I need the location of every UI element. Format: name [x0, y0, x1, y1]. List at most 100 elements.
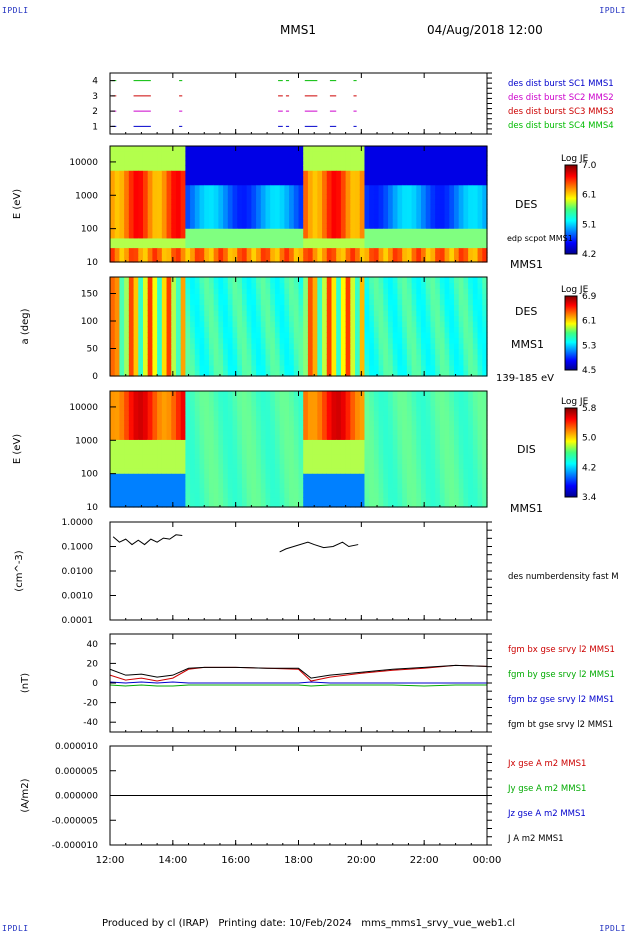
dis-energy-cell	[138, 439, 144, 445]
dis-energy-cell	[336, 468, 342, 474]
des-pitch-cell	[119, 326, 125, 333]
des-pitch-cell	[369, 277, 375, 284]
des-pitch-cell	[439, 337, 446, 344]
dis-energy-cell	[279, 424, 285, 431]
dis-energy-cell	[298, 497, 304, 503]
dis-energy-cell	[260, 429, 267, 436]
des-pitch-cell	[114, 304, 121, 311]
des-energy-cell	[312, 179, 318, 186]
des-energy-cell	[340, 150, 347, 157]
des-energy-cell	[369, 146, 375, 152]
dis-energy-cell	[161, 453, 168, 460]
des-energy-cell	[138, 247, 144, 253]
des-energy-cell	[416, 218, 422, 224]
dis-energy-cell	[251, 439, 257, 445]
des-pitch-cell	[350, 315, 356, 322]
dis-energy-cell	[350, 482, 356, 489]
des-energy-cell	[482, 189, 488, 195]
des-energy-cell	[152, 175, 158, 181]
dis-energy-cell	[110, 458, 116, 465]
dis-energy-cell	[322, 473, 328, 479]
des-pitch-cell	[142, 326, 149, 333]
dis-energy-cell	[425, 415, 432, 421]
dis-energy-cell	[317, 492, 323, 498]
des-energy-cell	[293, 155, 300, 162]
des-energy-cell	[128, 146, 135, 152]
des-energy-cell	[110, 252, 116, 258]
dis-energy-cell	[218, 434, 224, 440]
des-energy-cell	[190, 179, 196, 186]
dis-energy-cell	[402, 420, 408, 426]
des-energy-cell	[114, 199, 121, 205]
des-energy-cell	[270, 208, 276, 215]
dis-energy-cell	[378, 400, 384, 407]
des-energy-cell	[260, 208, 267, 215]
des-energy-cell	[416, 155, 422, 162]
des-energy-cell	[359, 160, 366, 166]
des-energy-cell	[279, 165, 285, 171]
des-pitch-cell	[256, 348, 262, 355]
des-energy-cell	[208, 150, 215, 157]
dis-energy-cell	[232, 424, 238, 431]
des-energy-cell	[468, 247, 474, 253]
des-energy-cell	[185, 237, 191, 244]
des-energy-cell	[307, 237, 314, 244]
dis-energy-cell	[388, 410, 394, 416]
des-pitch-cell	[298, 282, 304, 289]
dis-energy-cell	[152, 453, 158, 460]
des-pitch-cell	[435, 299, 441, 306]
des-energy-cell	[293, 184, 300, 191]
des-energy-cell	[194, 160, 201, 166]
dis-energy-cell	[411, 473, 417, 479]
des-energy-cell	[241, 184, 248, 191]
des-energy-cell	[359, 189, 366, 195]
dis-energy-cell	[204, 391, 210, 397]
des-pitch-cell	[241, 354, 248, 361]
dis-energy-cell	[355, 473, 361, 479]
des-pitch-cell	[383, 321, 389, 328]
dis-energy-cell	[274, 429, 281, 436]
des-pitch-cell	[472, 321, 479, 328]
des-pitch-cell	[340, 304, 347, 311]
des-energy-cell	[331, 179, 337, 186]
dis-energy-cell	[232, 400, 238, 407]
dis-energy-cell	[331, 410, 337, 416]
dis-energy-cell	[284, 463, 290, 469]
des-pitch-cell	[402, 332, 408, 339]
dis-energy-cell	[340, 497, 347, 503]
dis-energy-cell	[147, 453, 154, 460]
des-energy-cell	[373, 233, 380, 239]
dis-energy-cell	[256, 497, 262, 503]
dis-energy-cell	[166, 434, 172, 440]
dis-energy-cell	[157, 458, 163, 465]
des-pitch-cell	[279, 277, 285, 284]
des-energy-cell	[241, 155, 248, 162]
dis-energy-cell	[383, 391, 389, 397]
des-energy-cell	[411, 155, 417, 162]
des-pitch-cell	[402, 326, 408, 333]
dis-energy-cell	[331, 492, 337, 498]
dis-energy-cell	[185, 405, 191, 411]
dis-energy-cell	[383, 420, 389, 426]
des-energy-cell	[138, 155, 144, 162]
dis-energy-cell	[303, 429, 309, 436]
des-pitch-cell	[190, 277, 196, 284]
dis-energy-cell	[152, 458, 158, 465]
des-energy-cell	[157, 179, 163, 186]
des-energy-cell	[246, 189, 252, 195]
dis-energy-cell	[180, 482, 186, 489]
des-pitch-cell	[161, 354, 168, 361]
des-pitch-cell	[388, 332, 394, 339]
des-energy-cell	[227, 242, 234, 249]
des-energy-cell	[430, 237, 436, 244]
des-energy-cell	[307, 170, 314, 176]
des-energy-cell	[392, 165, 399, 171]
des-energy-cell	[147, 146, 154, 152]
des-pitch-cell	[383, 282, 389, 289]
des-energy-cell	[458, 175, 465, 181]
des-energy-cell	[355, 213, 361, 220]
des-energy-cell	[326, 170, 333, 176]
des-energy-cell	[322, 247, 328, 253]
dis-energy-cell	[119, 463, 125, 469]
dis-energy-cell	[364, 410, 370, 416]
